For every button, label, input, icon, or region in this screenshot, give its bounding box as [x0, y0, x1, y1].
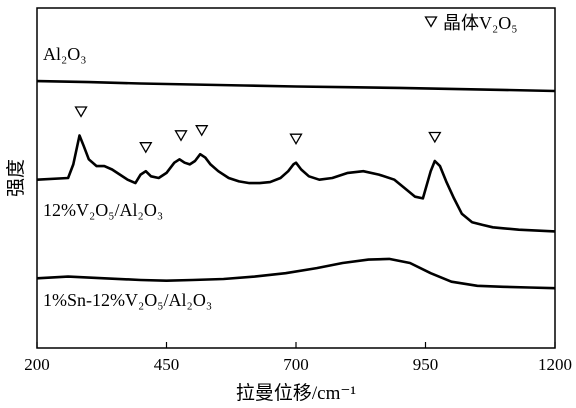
- y-axis-label: 强度: [5, 159, 27, 197]
- peak-triangle-icon: [428, 131, 442, 144]
- series-label: Al₂O₃: [43, 44, 87, 64]
- series-labels: Al₂O₃ 12%V₂O₅/Al₂O₃ 1%Sn-12%V₂O₅/Al₂O₃: [43, 44, 212, 310]
- peak-triangle-icon: [139, 142, 153, 154]
- series-label: 1%Sn-12%V₂O₅/Al₂O₃: [43, 290, 212, 310]
- series-line: [36, 134, 556, 233]
- peak-triangle-icon: [289, 133, 303, 145]
- series-label: 12%V₂O₅/Al₂O₃: [43, 200, 163, 220]
- peak-markers: [74, 106, 442, 154]
- x-tick-label: 450: [154, 355, 180, 374]
- x-axis-ticks: [36, 342, 556, 348]
- series-line: [36, 257, 556, 290]
- legend-label: 晶体V₂O₅: [443, 13, 518, 33]
- peak-triangle-icon: [195, 125, 209, 137]
- series-lines: [36, 79, 556, 290]
- legend: 晶体V₂O₅: [424, 13, 518, 33]
- x-tick-label: 700: [283, 355, 309, 374]
- x-tick-label: 1200: [538, 355, 572, 374]
- x-tick-label: 200: [24, 355, 50, 374]
- series-line: [36, 79, 556, 93]
- x-axis-tick-labels: 200 450 700 950 1200: [24, 355, 572, 374]
- x-tick-label: 950: [413, 355, 439, 374]
- x-axis-label: 拉曼位移/cm⁻¹: [236, 382, 357, 404]
- peak-triangle-icon: [174, 130, 188, 142]
- legend-triangle-icon: [424, 16, 438, 28]
- peak-triangle-icon: [74, 106, 88, 118]
